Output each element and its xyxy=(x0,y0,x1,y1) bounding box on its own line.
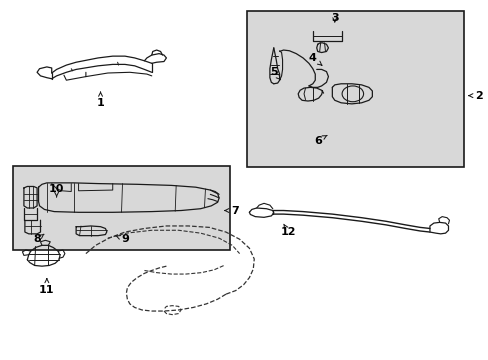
Text: 9: 9 xyxy=(115,234,129,244)
Text: 8: 8 xyxy=(33,234,44,244)
Text: 1: 1 xyxy=(97,92,104,108)
Text: 3: 3 xyxy=(330,13,338,23)
Bar xyxy=(13,166,229,250)
Text: 10: 10 xyxy=(49,184,64,197)
Text: 2: 2 xyxy=(468,91,482,101)
Text: 5: 5 xyxy=(269,67,280,80)
Text: 6: 6 xyxy=(313,135,326,145)
Text: 12: 12 xyxy=(280,224,296,237)
Bar xyxy=(246,11,463,167)
Text: 11: 11 xyxy=(39,279,55,294)
Text: 4: 4 xyxy=(308,53,321,65)
Text: 7: 7 xyxy=(224,206,238,216)
